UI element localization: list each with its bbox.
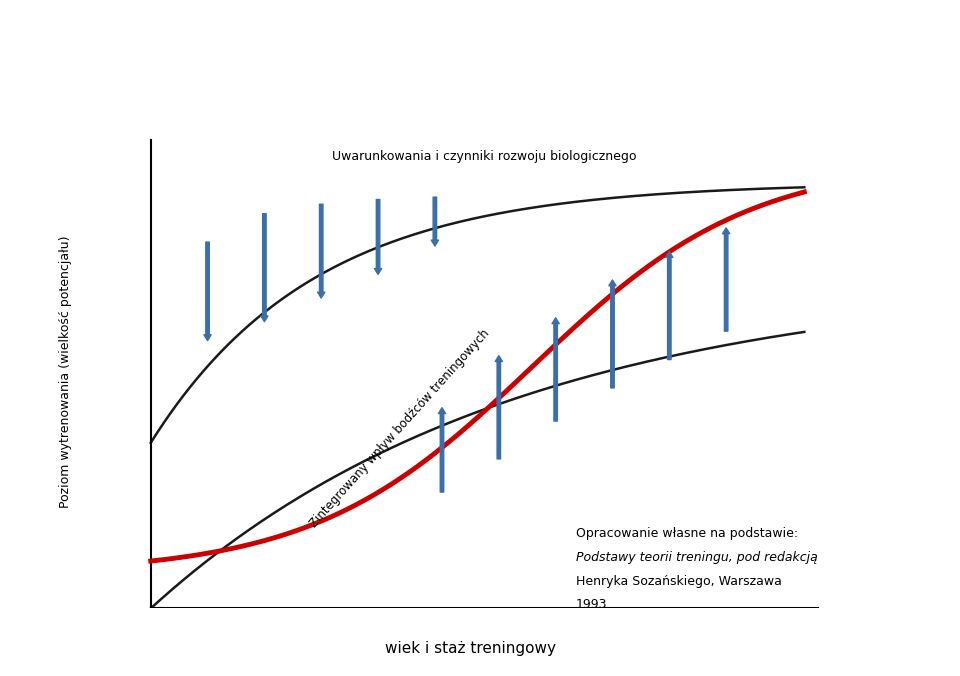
Text: Opracowanie własne na podstawie:: Opracowanie własne na podstawie: <box>576 527 798 540</box>
Text: Henryka Sozańskiego, Warszawa: Henryka Sozańskiego, Warszawa <box>576 575 781 587</box>
Text: Zintegrowany wpływ bodźców treningowych: Zintegrowany wpływ bodźców treningowych <box>307 327 492 530</box>
Text: Wpływ czynników biologicznych oraz treningu sportowego na rozwój: Wpływ czynników biologicznych oraz treni… <box>22 30 938 55</box>
Text: motoryczny młodego sportowca: motoryczny młodego sportowca <box>267 79 693 103</box>
Text: 1993: 1993 <box>576 598 608 611</box>
Text: Poziom wytrenowania (wielkość potencjału): Poziom wytrenowania (wielkość potencjału… <box>59 235 72 508</box>
Text: wiek i staż treningowy: wiek i staż treningowy <box>385 641 556 656</box>
Text: Uwarunkowania i czynniki rozwoju biologicznego: Uwarunkowania i czynniki rozwoju biologi… <box>332 150 636 163</box>
Text: Podstawy teorii treningu, pod redakcją: Podstawy teorii treningu, pod redakcją <box>576 551 818 564</box>
